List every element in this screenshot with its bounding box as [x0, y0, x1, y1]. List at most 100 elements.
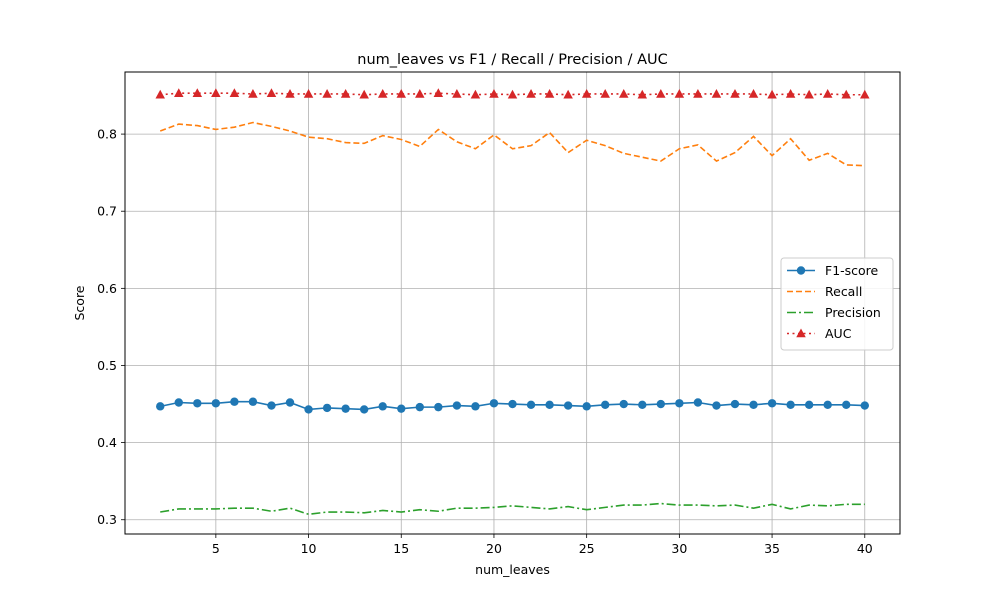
- data-point-auc: [860, 89, 870, 99]
- data-point-auc: [192, 88, 203, 97]
- data-point-auc: [748, 88, 759, 98]
- series-recall: [159, 121, 865, 167]
- data-point-f1-score: [749, 400, 758, 410]
- y-tick-label: 0.5: [97, 358, 117, 373]
- x-tick-label: 35: [764, 541, 780, 556]
- legend-item-precision: Precision: [787, 305, 881, 320]
- data-point-auc: [155, 89, 165, 99]
- series-line-recall: [159, 121, 865, 167]
- series-layer: [155, 88, 870, 516]
- data-point-f1-score: [378, 402, 387, 411]
- data-point-auc: [489, 88, 499, 98]
- data-point-auc: [618, 88, 629, 98]
- data-point-f1-score: [656, 399, 666, 409]
- data-point-auc: [340, 88, 351, 98]
- y-axis-label: Score: [72, 285, 87, 320]
- data-point-f1-score: [211, 399, 221, 408]
- data-point-auc: [248, 88, 258, 98]
- legend-label-recall: Recall: [825, 284, 862, 299]
- data-point-f1-score: [304, 405, 313, 414]
- data-point-auc: [785, 88, 796, 98]
- data-point-auc: [544, 88, 555, 98]
- data-point-auc: [600, 88, 610, 98]
- legend: F1-score Recall Precision AUC: [780, 257, 894, 351]
- data-point-f1-score: [638, 400, 647, 410]
- x-tick-label: 15: [393, 541, 409, 556]
- data-point-f1-score: [693, 398, 703, 407]
- data-point-f1-score: [322, 403, 332, 413]
- data-point-auc: [711, 88, 722, 98]
- data-point-f1-score: [452, 401, 462, 410]
- ticks: 5 10 15 20 25 30 35 40 0.3 0.4 0.5 0.6 0.7 0.8: [97, 127, 873, 556]
- data-point-f1-score: [860, 401, 869, 410]
- x-tick-label: 20: [486, 541, 502, 556]
- data-point-auc: [452, 88, 462, 98]
- data-point-f1-score: [712, 401, 721, 410]
- series-line-precision: [160, 502, 865, 516]
- data-point-f1-score: [285, 398, 295, 407]
- data-point-auc: [285, 88, 295, 98]
- data-point-f1-score: [471, 402, 480, 411]
- series-auc: [155, 88, 870, 99]
- data-point-auc: [266, 88, 277, 97]
- data-point-f1-score: [415, 402, 424, 412]
- data-point-f1-score: [563, 401, 573, 410]
- data-point-f1-score: [193, 399, 202, 408]
- data-point-auc: [322, 88, 332, 98]
- legend-box: [780, 257, 894, 351]
- data-point-f1-score: [582, 402, 591, 411]
- data-point-f1-score: [230, 397, 239, 406]
- data-point-auc: [656, 88, 666, 98]
- data-point-auc: [229, 88, 240, 97]
- chart-title: num_leaves vs F1 / Recall / Precision / …: [357, 52, 668, 68]
- data-point-auc: [396, 88, 407, 98]
- data-point-f1-score: [675, 399, 684, 408]
- data-point-f1-score: [842, 400, 851, 410]
- data-point-auc: [841, 89, 851, 99]
- data-point-auc: [377, 88, 388, 98]
- data-point-auc: [822, 88, 833, 98]
- data-point-f1-score: [434, 402, 443, 412]
- y-tick-label: 0.6: [97, 281, 117, 296]
- data-point-f1-score: [804, 400, 814, 410]
- data-point-f1-score: [526, 400, 536, 410]
- x-axis-label: num_leaves: [475, 562, 550, 577]
- y-tick-label: 0.4: [97, 435, 117, 450]
- data-point-f1-score: [619, 399, 628, 409]
- legend-label-precision: Precision: [825, 305, 881, 320]
- data-point-auc: [303, 88, 314, 98]
- y-tick-label: 0.7: [97, 204, 117, 219]
- data-point-auc: [804, 89, 814, 99]
- data-point-auc: [174, 88, 184, 97]
- data-point-auc: [637, 89, 648, 99]
- data-point-f1-score: [156, 402, 165, 411]
- data-point-auc: [211, 88, 221, 97]
- data-point-auc: [767, 89, 777, 99]
- data-point-auc: [433, 88, 444, 97]
- data-point-f1-score: [767, 399, 777, 408]
- y-tick-label: 0.8: [97, 127, 117, 142]
- data-point-auc: [415, 88, 425, 98]
- legend-item-recall: Recall: [787, 284, 862, 299]
- data-point-auc: [526, 88, 536, 98]
- data-point-f1-score: [823, 400, 832, 410]
- data-point-f1-score: [267, 401, 276, 410]
- x-tick-label: 10: [301, 541, 317, 556]
- data-point-f1-score: [359, 405, 369, 414]
- data-point-f1-score: [174, 398, 183, 407]
- grid: [125, 72, 900, 534]
- x-tick-label: 30: [671, 541, 687, 556]
- data-point-auc: [581, 88, 592, 98]
- legend-marker-f1-score: [796, 266, 806, 275]
- legend-item-auc: AUC: [787, 326, 852, 341]
- data-point-f1-score: [545, 400, 554, 410]
- data-point-f1-score: [508, 399, 517, 409]
- y-tick-label: 0.3: [97, 512, 117, 527]
- legend-marker-auc: [796, 328, 806, 338]
- x-tick-label: 5: [212, 541, 220, 556]
- series-precision: [160, 502, 865, 516]
- x-tick-label: 40: [857, 541, 873, 556]
- data-point-f1-score: [730, 399, 740, 409]
- data-point-auc: [359, 89, 369, 99]
